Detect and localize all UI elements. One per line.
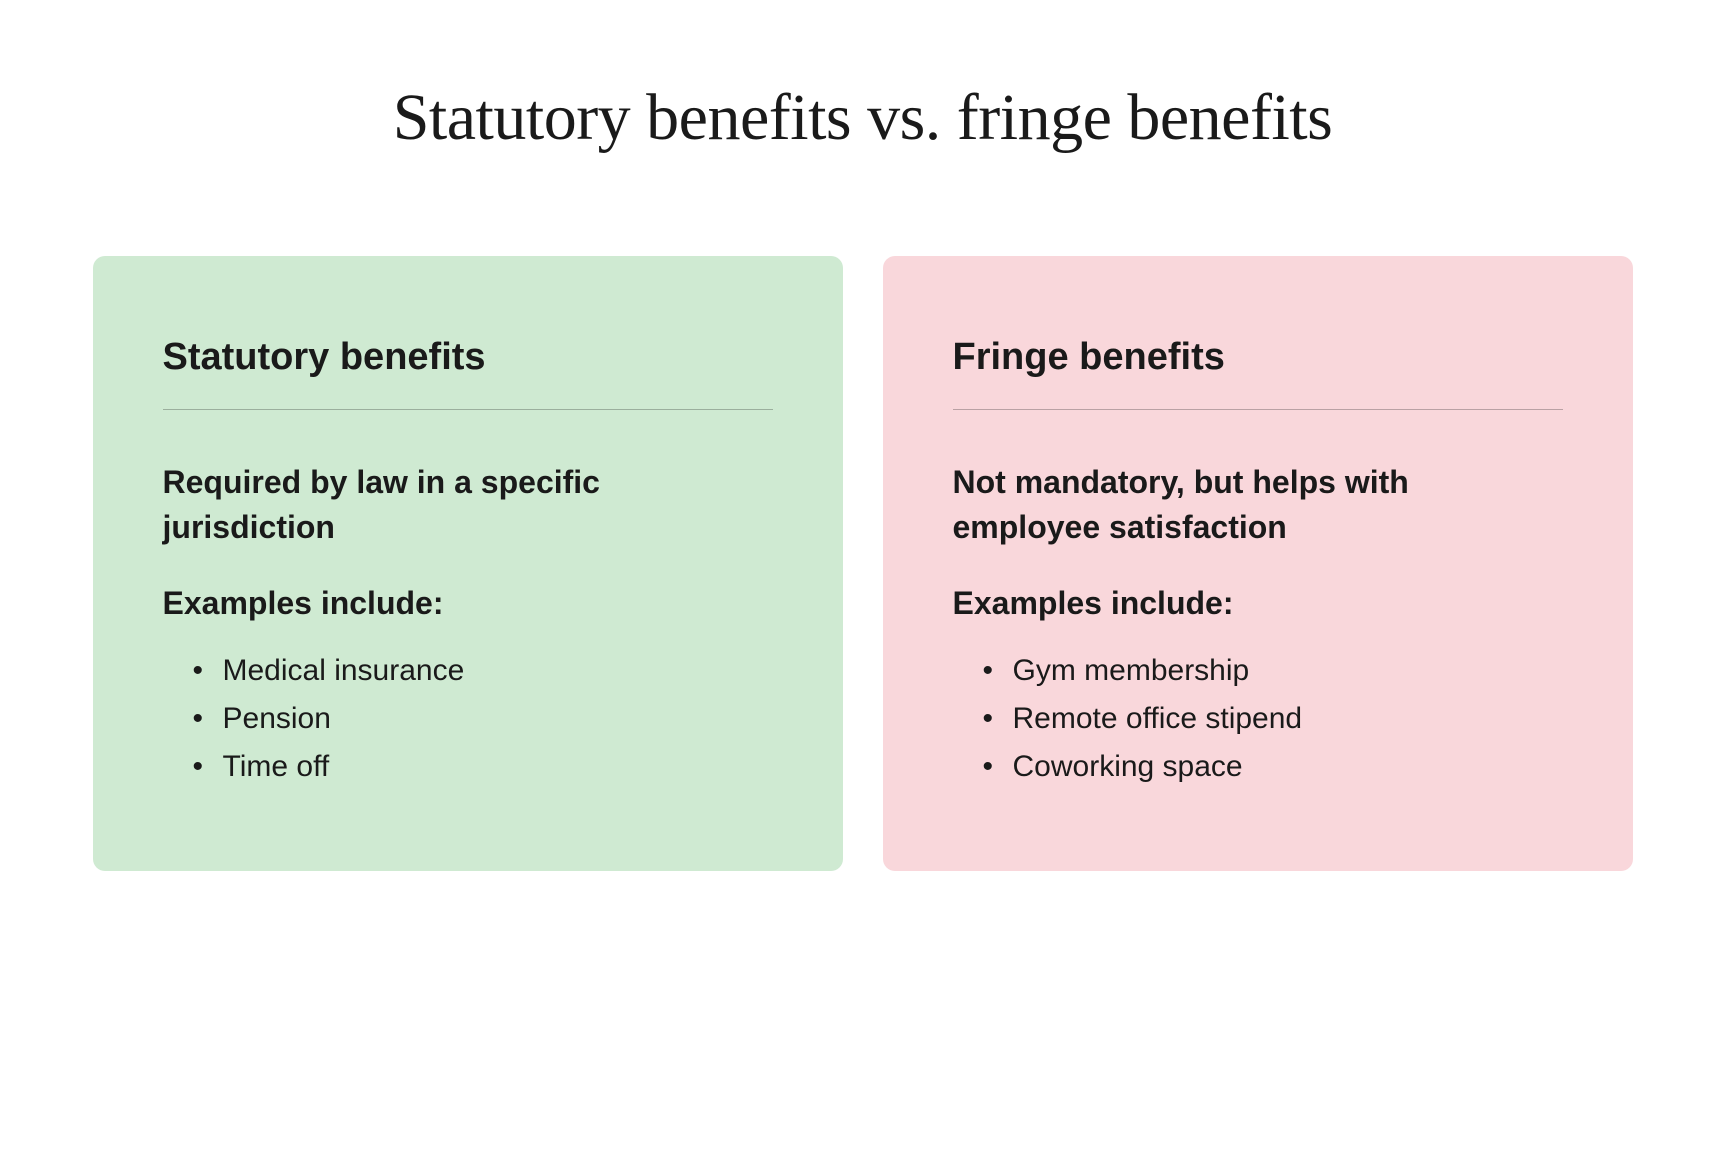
examples-list: Gym membership Remote office stipend Cow…: [953, 647, 1563, 791]
divider: [953, 409, 1563, 410]
list-item: Time off: [193, 743, 773, 791]
card-title: Statutory benefits: [163, 336, 773, 379]
list-item: Coworking space: [983, 743, 1563, 791]
list-item: Gym membership: [983, 647, 1563, 695]
list-item: Pension: [193, 695, 773, 743]
card-description: Required by law in a specific jurisdicti…: [163, 460, 773, 550]
statutory-benefits-card: Statutory benefits Required by law in a …: [93, 256, 843, 871]
fringe-benefits-card: Fringe benefits Not mandatory, but helps…: [883, 256, 1633, 871]
list-item: Remote office stipend: [983, 695, 1563, 743]
examples-list: Medical insurance Pension Time off: [163, 647, 773, 791]
list-item: Medical insurance: [193, 647, 773, 695]
cards-container: Statutory benefits Required by law in a …: [90, 256, 1635, 871]
card-title: Fringe benefits: [953, 336, 1563, 379]
divider: [163, 409, 773, 410]
card-description: Not mandatory, but helps with employee s…: [953, 460, 1563, 550]
page-title: Statutory benefits vs. fringe benefits: [90, 80, 1635, 156]
examples-label: Examples include:: [163, 585, 773, 622]
examples-label: Examples include:: [953, 585, 1563, 622]
